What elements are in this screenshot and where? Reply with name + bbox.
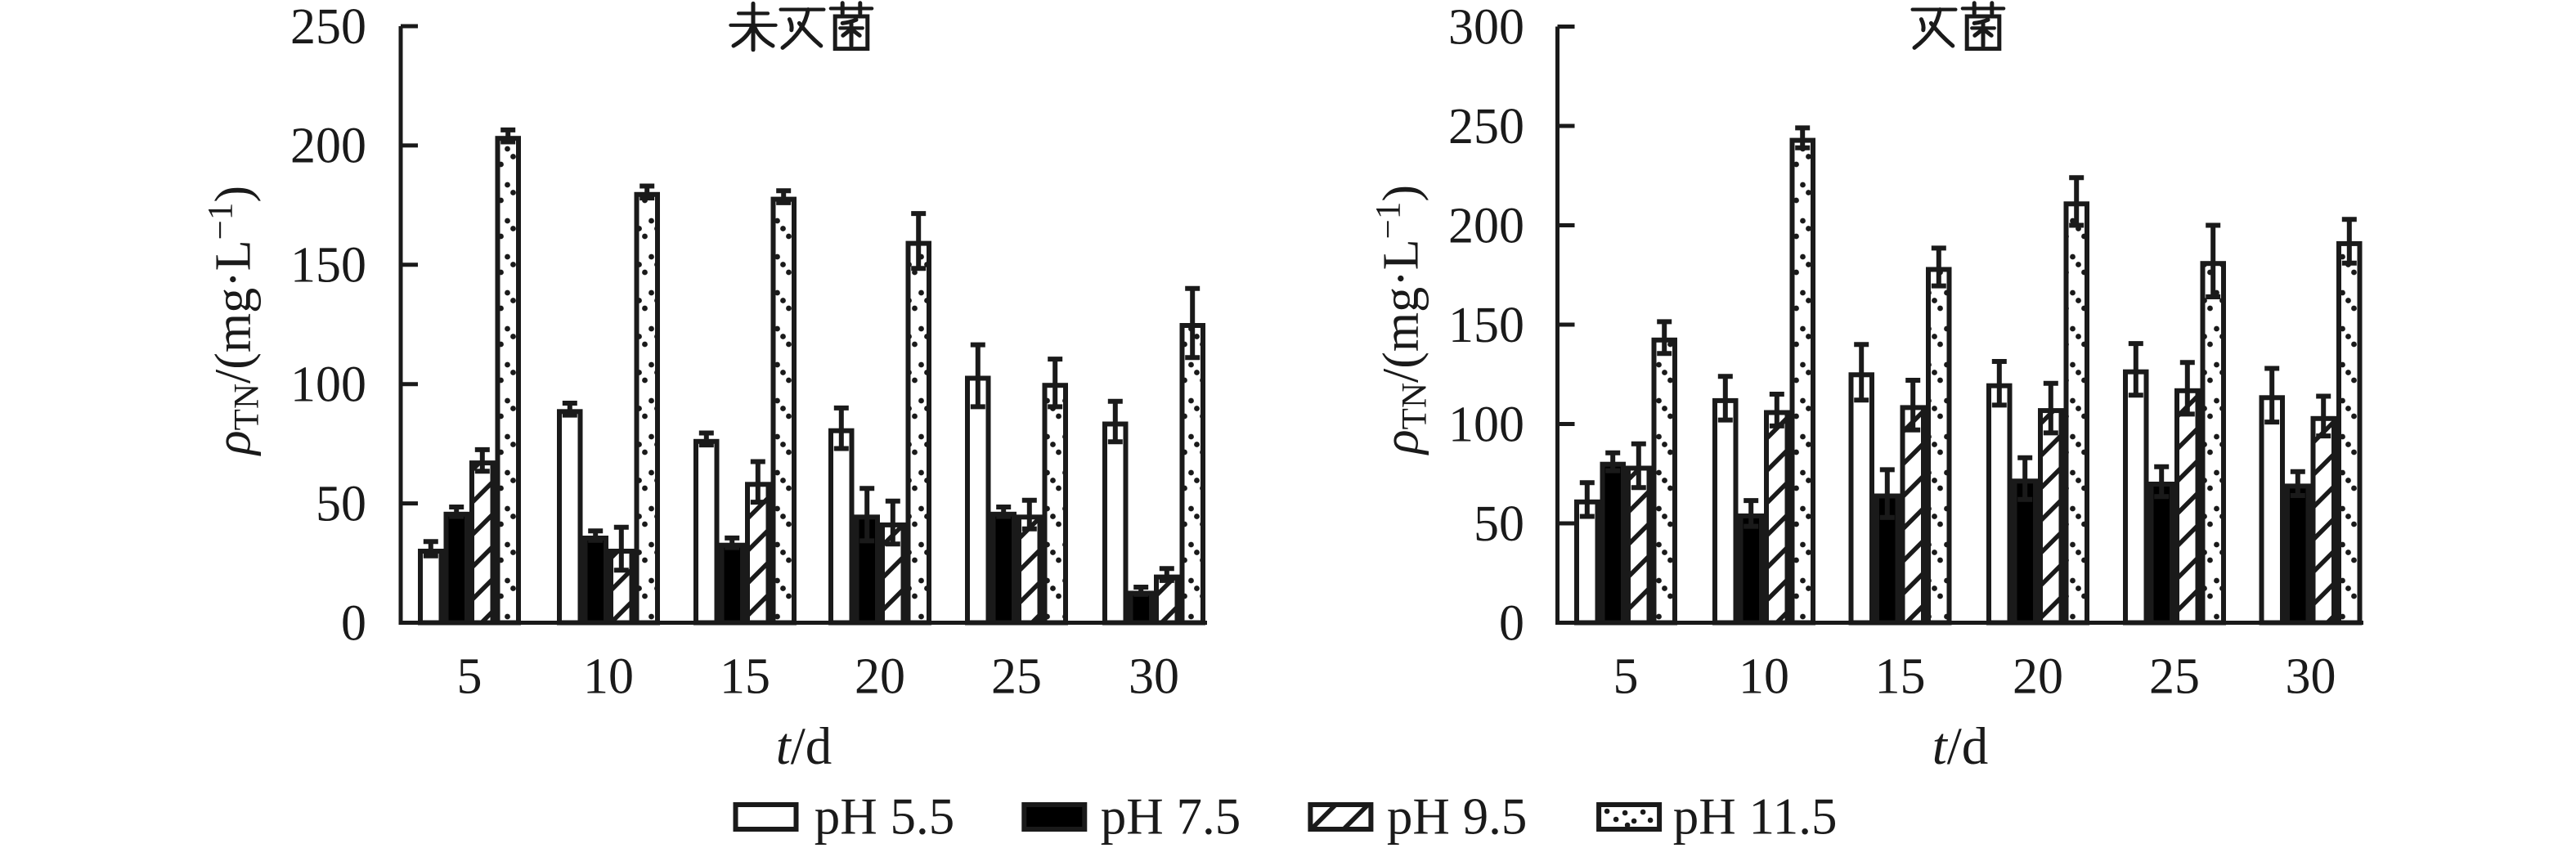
svg-text:250: 250 bbox=[290, 0, 366, 55]
svg-text:pH 5.5: pH 5.5 bbox=[815, 788, 955, 846]
svg-text:100: 100 bbox=[1448, 397, 1524, 452]
svg-text:10: 10 bbox=[1739, 649, 1789, 705]
svg-text:100: 100 bbox=[290, 357, 366, 413]
svg-text:15: 15 bbox=[1875, 649, 1926, 705]
svg-text:pH 9.5: pH 9.5 bbox=[1387, 788, 1528, 846]
svg-text:0: 0 bbox=[1499, 595, 1524, 651]
svg-text:ρTN/(mg·L−1): ρTN/(mg·L−1) bbox=[1370, 185, 1434, 455]
svg-text:200: 200 bbox=[1448, 198, 1524, 254]
svg-text:150: 150 bbox=[290, 238, 366, 294]
svg-text:t/d: t/d bbox=[776, 717, 832, 776]
svg-text:0: 0 bbox=[341, 595, 366, 651]
svg-text:15: 15 bbox=[720, 649, 770, 705]
svg-text:pH 7.5: pH 7.5 bbox=[1101, 788, 1241, 846]
svg-text:20: 20 bbox=[2013, 649, 2063, 705]
svg-text:10: 10 bbox=[583, 649, 634, 705]
svg-text:25: 25 bbox=[2149, 649, 2200, 705]
svg-text:5: 5 bbox=[1613, 649, 1639, 705]
svg-text:t/d: t/d bbox=[1932, 717, 1989, 776]
svg-text:ρTN/(mg·L−1): ρTN/(mg·L−1) bbox=[202, 186, 267, 456]
svg-text:50: 50 bbox=[316, 476, 366, 532]
svg-text:300: 300 bbox=[1448, 0, 1524, 55]
svg-text:250: 250 bbox=[1448, 99, 1524, 155]
svg-text:20: 20 bbox=[855, 649, 905, 705]
svg-text:30: 30 bbox=[1129, 649, 1179, 705]
svg-text:pH 11.5: pH 11.5 bbox=[1673, 788, 1838, 846]
svg-text:5: 5 bbox=[457, 649, 482, 705]
svg-text:50: 50 bbox=[1474, 496, 1524, 552]
svg-text:200: 200 bbox=[290, 119, 366, 174]
svg-text:25: 25 bbox=[991, 649, 1042, 705]
svg-text:150: 150 bbox=[1448, 298, 1524, 353]
svg-text:30: 30 bbox=[2286, 649, 2336, 705]
